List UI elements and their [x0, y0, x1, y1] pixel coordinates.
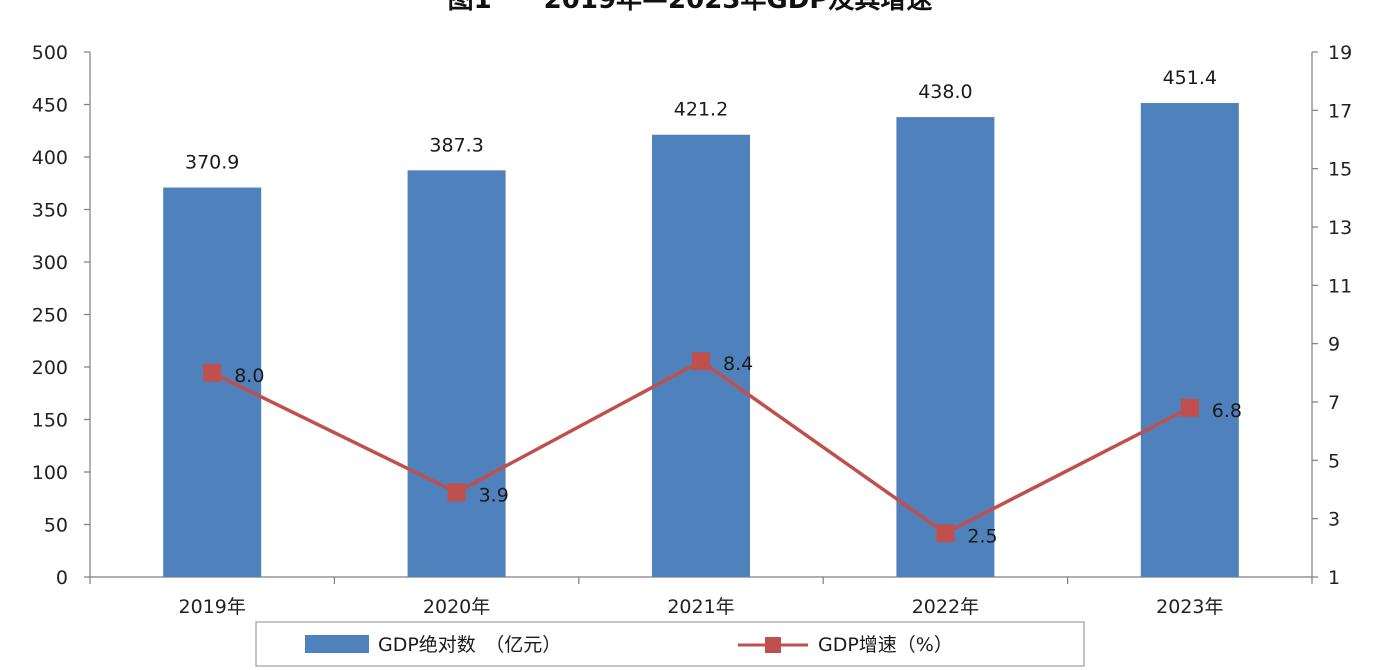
chart-title: 图1 2019年—2023年GDP及其增速: [448, 0, 933, 15]
y-left-tick-label: 450: [32, 95, 68, 117]
y-left-tick-label: 350: [32, 200, 68, 222]
x-tick-label: 2020年: [423, 596, 490, 618]
x-tick-label: 2019年: [179, 596, 246, 618]
y-left-tick-label: 0: [56, 567, 68, 589]
gdp-bar: [163, 187, 262, 577]
growth-point-marker: [447, 483, 466, 502]
growth-value-label: 2.5: [967, 525, 997, 547]
y-left-tick-label: 150: [32, 410, 68, 432]
y-right-tick-label: 19: [1328, 42, 1352, 64]
y-left-tick-label: 100: [32, 462, 68, 484]
legend-bar-swatch: [305, 635, 369, 653]
y-right-tick-label: 11: [1328, 275, 1352, 297]
gdp-bar: [407, 170, 506, 577]
y-right-tick-label: 17: [1328, 100, 1352, 122]
growth-point-marker: [936, 524, 955, 543]
legend: GDP绝对数 （亿元） GDP增速（%）: [255, 621, 1085, 667]
growth-point-marker: [692, 352, 710, 371]
gdp-bar-value-label: 370.9: [185, 152, 239, 174]
growth-value-label: 8.4: [723, 353, 753, 375]
x-tick-label: 2022年: [912, 596, 979, 618]
legend-line-label: GDP增速（%）: [818, 634, 953, 656]
x-tick-label: 2023年: [1156, 596, 1223, 618]
y-right-tick-label: 1: [1328, 567, 1340, 589]
x-tick-label: 2021年: [667, 596, 734, 618]
y-right-tick-label: 9: [1328, 334, 1340, 356]
gdp-bar-value-label: 438.0: [918, 81, 972, 103]
y-right-tick-label: 13: [1328, 217, 1352, 239]
legend-box: [255, 621, 1085, 667]
y-right-tick-label: 5: [1328, 450, 1340, 472]
gdp-bar: [896, 117, 995, 577]
legend-bar-label: GDP绝对数 （亿元）: [378, 634, 561, 656]
y-right-tick-label: 3: [1328, 509, 1340, 531]
gdp-bar: [1140, 103, 1239, 577]
growth-point-marker: [1180, 398, 1199, 417]
line-series: [203, 352, 1199, 543]
y-right-tick-label: 7: [1328, 392, 1340, 414]
data-labels: 370.9 387.3 421.2 438.0 451.4 8.0 3.9 8.4 2.5 6.8: [185, 67, 1242, 547]
y-left-tick-label: 50: [44, 515, 68, 537]
gdp-bar-value-label: 421.2: [674, 99, 728, 121]
gdp-bar-value-label: 451.4: [1163, 67, 1217, 89]
legend-line-marker: [765, 637, 781, 653]
growth-value-label: 8.0: [234, 365, 264, 387]
y-left-tick-label: 250: [32, 305, 68, 327]
y-left-tick-label: 500: [32, 42, 68, 64]
y-left-tick-label: 400: [32, 147, 68, 169]
gdp-bar-value-label: 387.3: [429, 134, 483, 156]
growth-value-label: 3.9: [479, 484, 509, 506]
axes: 0501001502002503003504004505001357911131…: [32, 42, 1352, 618]
y-left-tick-label: 300: [32, 252, 68, 274]
y-left-tick-label: 200: [32, 357, 68, 379]
growth-value-label: 6.8: [1212, 400, 1242, 422]
growth-point-marker: [203, 363, 222, 382]
bar-series: [163, 103, 1239, 578]
y-right-tick-label: 15: [1328, 159, 1352, 181]
